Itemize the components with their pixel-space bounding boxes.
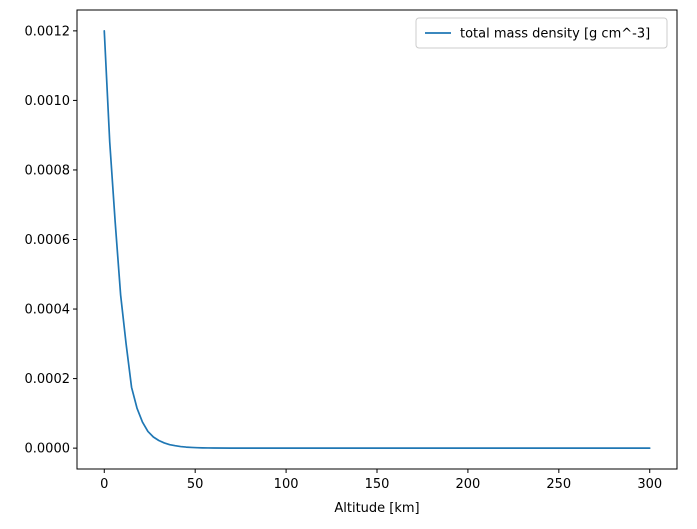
legend-box	[415, 17, 668, 49]
x-tick-label: 100	[274, 477, 299, 492]
legend-label: total mass density [g cm^-3]	[460, 27, 650, 42]
series-line	[103, 30, 651, 449]
x-tick-label: 150	[365, 477, 390, 492]
x-tick-label: 250	[546, 477, 571, 492]
x-tick-label: 0	[100, 477, 108, 492]
x-tick-label: 200	[455, 477, 480, 492]
y-tick-label: 0.0008	[25, 163, 71, 178]
y-tick-label: 0.0012	[25, 24, 71, 39]
x-tick-label: 50	[187, 477, 204, 492]
y-tick-label: 0.0000	[25, 442, 71, 457]
plot-area-background	[77, 10, 677, 469]
x-tick-label: 300	[637, 477, 662, 492]
y-tick-label: 0.0010	[25, 94, 71, 109]
y-tick-label: 0.0006	[25, 233, 71, 248]
y-tick-label: 0.0002	[25, 372, 71, 387]
y-tick-label: 0.0004	[25, 303, 71, 318]
y-axis-ticks: 0.0000 0.0002 0.0004 0.0006 0.0008 0.0010 0.00…	[25, 24, 77, 457]
x-axis-ticks: 0 50 100 150 200 250 300	[100, 469, 662, 492]
x-axis-label: Altitude [km]	[334, 501, 419, 516]
series-layer	[103, 30, 651, 449]
legend: total mass density [g cm^-3]	[415, 17, 668, 49]
